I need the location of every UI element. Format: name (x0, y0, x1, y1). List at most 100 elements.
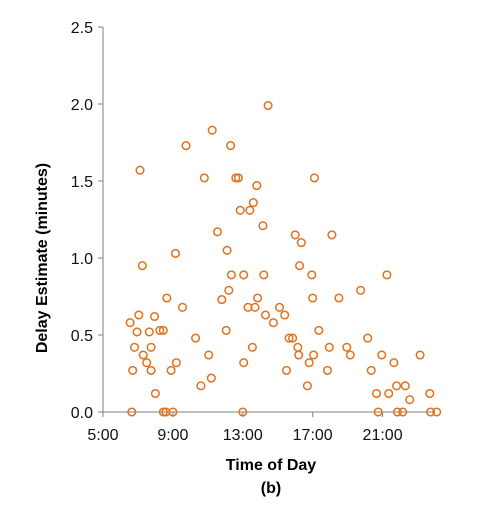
data-point (162, 293, 172, 303)
data-point (149, 311, 160, 322)
data-point (158, 325, 168, 335)
data-point (226, 270, 236, 280)
data-point (377, 350, 387, 360)
data-point (400, 381, 410, 391)
chart-caption: (b) (261, 480, 281, 497)
data-point (142, 358, 152, 368)
data-point (253, 293, 263, 303)
data-point (132, 327, 142, 337)
data-point (324, 342, 334, 352)
data-point (196, 381, 206, 391)
y-tick-label: 0.5 (71, 328, 93, 345)
data-point (342, 342, 352, 352)
data-point (258, 221, 268, 231)
data-point (138, 350, 148, 360)
x-axis-ticks: 5:00 9:00 13:00 17:00 21:00 (87, 412, 403, 444)
data-point (366, 365, 376, 375)
data-point (217, 295, 227, 305)
data-point (302, 381, 312, 391)
y-tick-label: 0.0 (71, 405, 93, 422)
data-point (281, 365, 292, 375)
data-point (226, 141, 236, 151)
data-point (245, 205, 255, 215)
data-point (296, 238, 306, 248)
data-point (212, 227, 223, 237)
data-point (308, 293, 318, 303)
data-point (155, 325, 165, 335)
data-point (221, 325, 231, 335)
data-point (307, 270, 317, 280)
data-point (204, 350, 214, 360)
data-point (158, 407, 168, 417)
data-point (233, 173, 243, 183)
x-tick-label: 5:00 (87, 427, 118, 444)
data-point (274, 302, 285, 312)
data-point (238, 407, 248, 417)
data-point (207, 125, 217, 135)
data-point (128, 365, 138, 375)
data-point (415, 350, 425, 360)
data-point (363, 333, 373, 343)
data-point (392, 407, 402, 417)
data-point (259, 270, 269, 280)
x-tick-label: 13:00 (223, 427, 263, 444)
data-point (426, 407, 436, 417)
data-points (125, 100, 442, 417)
x-tick-label: 17:00 (293, 427, 333, 444)
data-point (290, 230, 300, 240)
data-point (345, 350, 355, 360)
data-point (398, 407, 408, 417)
data-point (432, 407, 442, 417)
y-tick-label: 1.5 (71, 174, 93, 191)
data-point (295, 261, 305, 271)
y-tick-label: 2.0 (71, 97, 93, 114)
data-point (294, 350, 304, 360)
data-point (181, 141, 191, 151)
data-point (171, 358, 181, 368)
x-tick-label: 9:00 (157, 427, 188, 444)
data-point (222, 245, 232, 255)
data-point (150, 388, 160, 399)
data-point (177, 302, 188, 312)
x-tick-label: 21:00 (363, 427, 403, 444)
data-point (127, 407, 137, 417)
data-point (250, 302, 260, 312)
data-point (252, 181, 262, 191)
data-point (170, 248, 181, 258)
data-point (309, 173, 319, 183)
data-point (288, 333, 298, 343)
data-point (373, 407, 383, 417)
data-point (129, 342, 140, 352)
data-point (389, 358, 399, 368)
data-point (247, 342, 257, 352)
data-point (334, 293, 344, 303)
data-point (199, 173, 209, 183)
data-point (134, 310, 144, 320)
data-point (137, 261, 147, 271)
plot-axes (102, 27, 435, 413)
data-point (384, 388, 394, 399)
data-point (263, 100, 273, 111)
data-point (135, 165, 145, 175)
y-axis-title: Delay Estimate (minutes) (34, 163, 51, 353)
data-point (293, 342, 303, 352)
data-point (224, 285, 234, 295)
data-point (405, 395, 415, 405)
data-point (280, 310, 290, 320)
y-axis-ticks: 0.0 0.5 1.0 1.5 2.0 2.5 (71, 20, 103, 422)
data-point (168, 407, 178, 417)
data-point (239, 358, 249, 368)
data-point (191, 333, 201, 343)
data-point (231, 173, 241, 183)
data-point (322, 365, 333, 375)
data-point (146, 342, 156, 352)
x-axis-title: Time of Day (226, 457, 317, 474)
data-point (166, 365, 176, 375)
y-tick-label: 1.0 (71, 251, 93, 268)
data-point (304, 358, 314, 368)
data-point (284, 333, 294, 343)
data-point (356, 285, 366, 295)
data-point (382, 270, 392, 280)
data-point (260, 310, 271, 320)
